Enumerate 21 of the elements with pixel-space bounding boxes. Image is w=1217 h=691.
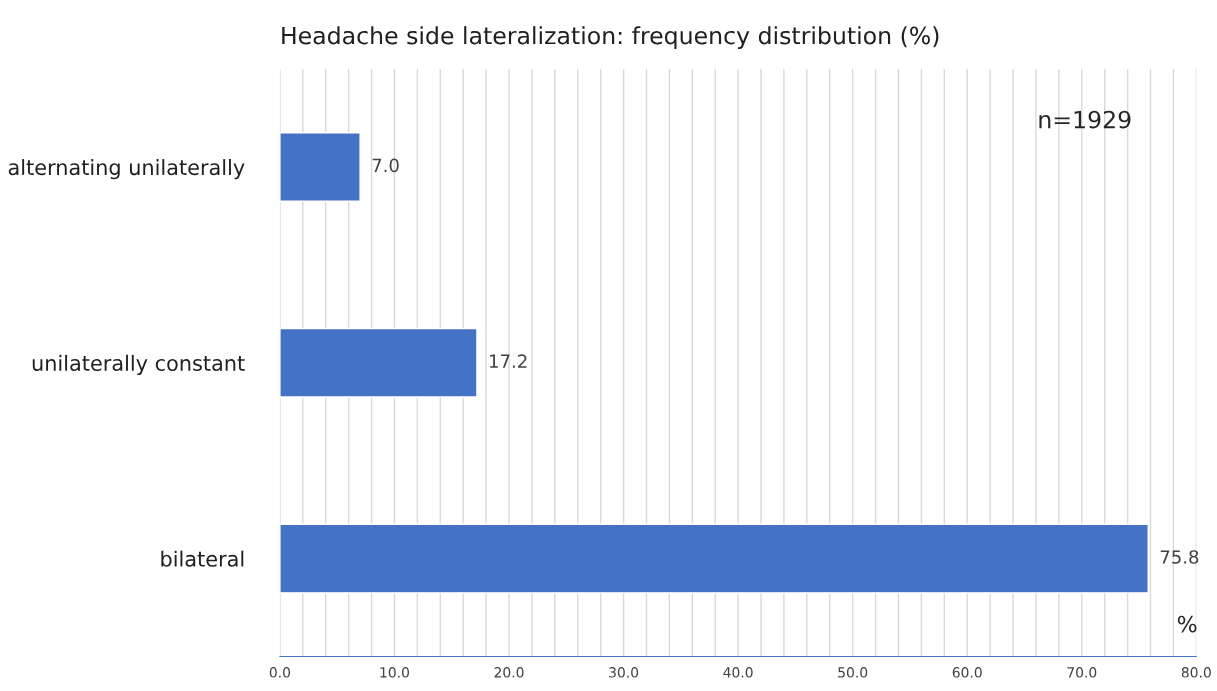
chart-title: Headache side lateralization: frequency distribution (%)	[282, 26, 939, 50]
x-tick-label: 30.0	[609, 667, 639, 678]
x-axis-title: %	[1177, 615, 1197, 633]
x-tick-label: 50.0	[838, 667, 868, 678]
x-tick-label: 0.0	[269, 667, 291, 678]
annotation: n=1929	[1039, 110, 1131, 129]
data-label: 75.8	[1160, 550, 1199, 564]
x-tick-label: 40.0	[723, 667, 753, 678]
x-tick-label: 70.0	[1067, 667, 1097, 678]
bar	[279, 523, 1149, 594]
x-tick-label: 10.0	[380, 667, 409, 678]
data-label: 17.2	[490, 354, 527, 368]
y-tick-label: bilateral	[161, 550, 244, 567]
y-tick-label: unilaterally constant	[32, 354, 245, 376]
x-tick-label: 80.0	[1181, 667, 1211, 678]
y-tick-label: alternating unilaterally	[8, 159, 245, 180]
bar	[279, 132, 361, 202]
data-label: 7.0	[372, 158, 399, 173]
x-tick-label: 20.0	[494, 667, 524, 678]
bar	[279, 327, 478, 398]
x-tick-label: 60.0	[952, 667, 982, 678]
